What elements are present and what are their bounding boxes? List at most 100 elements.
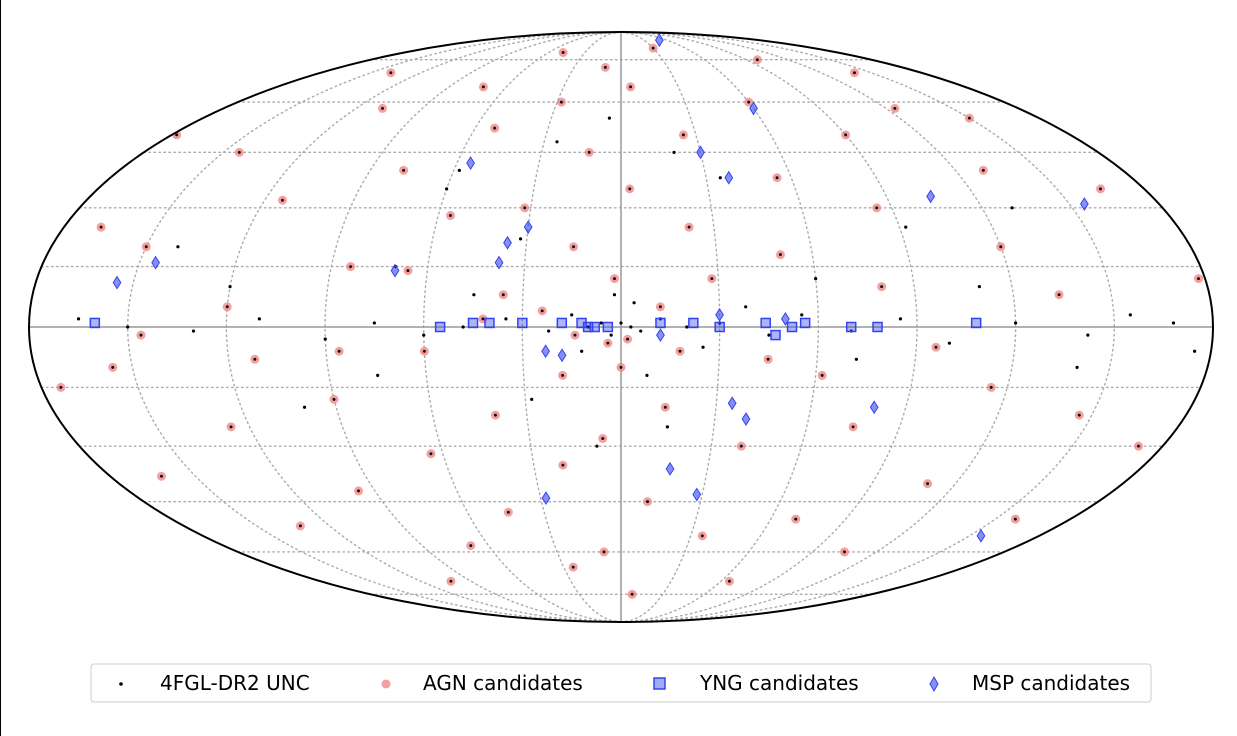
legend-agn-marker: [381, 679, 391, 689]
yng-point: [655, 317, 666, 329]
yng-point: [467, 317, 479, 329]
agn-point-center: [739, 444, 743, 448]
agn-point-center: [561, 373, 565, 377]
agn-point-center: [406, 269, 410, 273]
yng-point: [582, 321, 594, 333]
agn-point-center: [561, 463, 565, 467]
legend-msp-marker: [929, 675, 939, 693]
unc-point: [672, 150, 676, 154]
unc-point: [744, 305, 748, 309]
agn-point-center: [820, 373, 824, 377]
unc-point: [504, 317, 508, 321]
agn-point-center: [1196, 277, 1200, 281]
legend-unc-label: 4FGL-DR2 UNC: [160, 671, 310, 695]
agn-point-center: [893, 106, 897, 110]
legend-yng-label: YNG candidates: [699, 671, 859, 695]
unc-point: [904, 225, 908, 229]
unc-point: [1193, 349, 1197, 353]
legend-msp-label: MSP candidates: [972, 671, 1130, 695]
unc-point: [302, 405, 307, 409]
msp-point: [112, 275, 122, 290]
meridian-line: [126, 32, 622, 622]
unc-point: [176, 245, 180, 249]
unc-point: [595, 444, 599, 448]
agn-point-center: [587, 150, 591, 154]
agn-point-center: [111, 365, 115, 369]
agn-point-center: [710, 277, 714, 281]
yng-point: [970, 317, 982, 329]
agn-point-center: [429, 452, 433, 456]
msp-point: [749, 101, 758, 116]
agn-point-center: [572, 245, 576, 249]
agn-point-center: [794, 517, 798, 521]
agn-point-center: [237, 150, 241, 154]
unc-point: [518, 237, 523, 241]
unc-point: [191, 329, 196, 333]
unc-point: [228, 285, 232, 289]
agn-point-center: [1057, 293, 1061, 297]
yng-point: [484, 317, 495, 329]
unc-point: [126, 325, 130, 329]
agn-point-center: [606, 341, 610, 345]
unc-point: [1010, 206, 1014, 210]
unc-point: [645, 373, 649, 377]
agn-point-center: [337, 349, 341, 353]
data-points: [56, 33, 1203, 599]
agn-point-center: [967, 116, 971, 120]
agn-point-center: [469, 544, 473, 548]
agn-point-center: [380, 106, 384, 110]
yng-point: [434, 321, 446, 333]
unc-point: [629, 325, 633, 329]
msp-point: [557, 348, 567, 363]
agn-point-center: [747, 100, 751, 104]
msp-point: [665, 461, 675, 476]
agn-point-center: [506, 510, 510, 514]
agn-point-center: [766, 357, 770, 361]
agn-point-center: [778, 253, 782, 257]
agn-point-center: [493, 126, 497, 130]
unc-point: [947, 341, 951, 345]
agn-point-center: [880, 285, 884, 289]
unc-point: [1128, 313, 1132, 317]
msp-point: [503, 235, 512, 250]
agn-point-center: [678, 349, 682, 353]
agn-point-center: [658, 305, 662, 309]
agn-point-center: [844, 133, 848, 137]
agn-point-center: [630, 592, 634, 596]
agn-point-center: [332, 397, 336, 401]
yng-point: [89, 317, 101, 329]
unc-point: [977, 285, 981, 289]
agn-point-center: [1077, 413, 1081, 417]
legend-yng-marker: [653, 677, 666, 690]
agn-point-center: [402, 168, 406, 172]
unc-point: [76, 317, 81, 321]
agn-point-center: [448, 214, 452, 218]
msp-point: [715, 307, 724, 322]
unc-point: [639, 329, 643, 333]
legend-unc-marker: [119, 682, 123, 686]
unc-point: [609, 333, 613, 337]
msp-point: [494, 255, 504, 270]
legend: 4FGL-DR2 UNC AGN candidates YNG candidat…: [90, 663, 1152, 703]
agn-point-center: [651, 46, 655, 50]
msp-point: [390, 263, 400, 278]
agn-point-center: [253, 357, 257, 361]
yng-point: [714, 321, 725, 333]
yng-point: [688, 317, 699, 329]
agn-point-center: [559, 100, 563, 104]
yng-point: [845, 321, 857, 333]
unc-point: [1086, 333, 1090, 337]
msp-point: [151, 255, 161, 270]
unc-point: [457, 168, 461, 172]
unc-point: [800, 313, 804, 317]
msp-point: [780, 311, 790, 326]
agn-point-center: [449, 579, 453, 583]
agn-point-center: [1099, 187, 1103, 191]
meridian-line: [521, 32, 622, 622]
yng-point: [786, 321, 798, 333]
unc-point: [607, 116, 611, 120]
msp-point: [976, 528, 986, 543]
agn-point-center: [681, 133, 685, 137]
msp-point: [727, 396, 737, 411]
